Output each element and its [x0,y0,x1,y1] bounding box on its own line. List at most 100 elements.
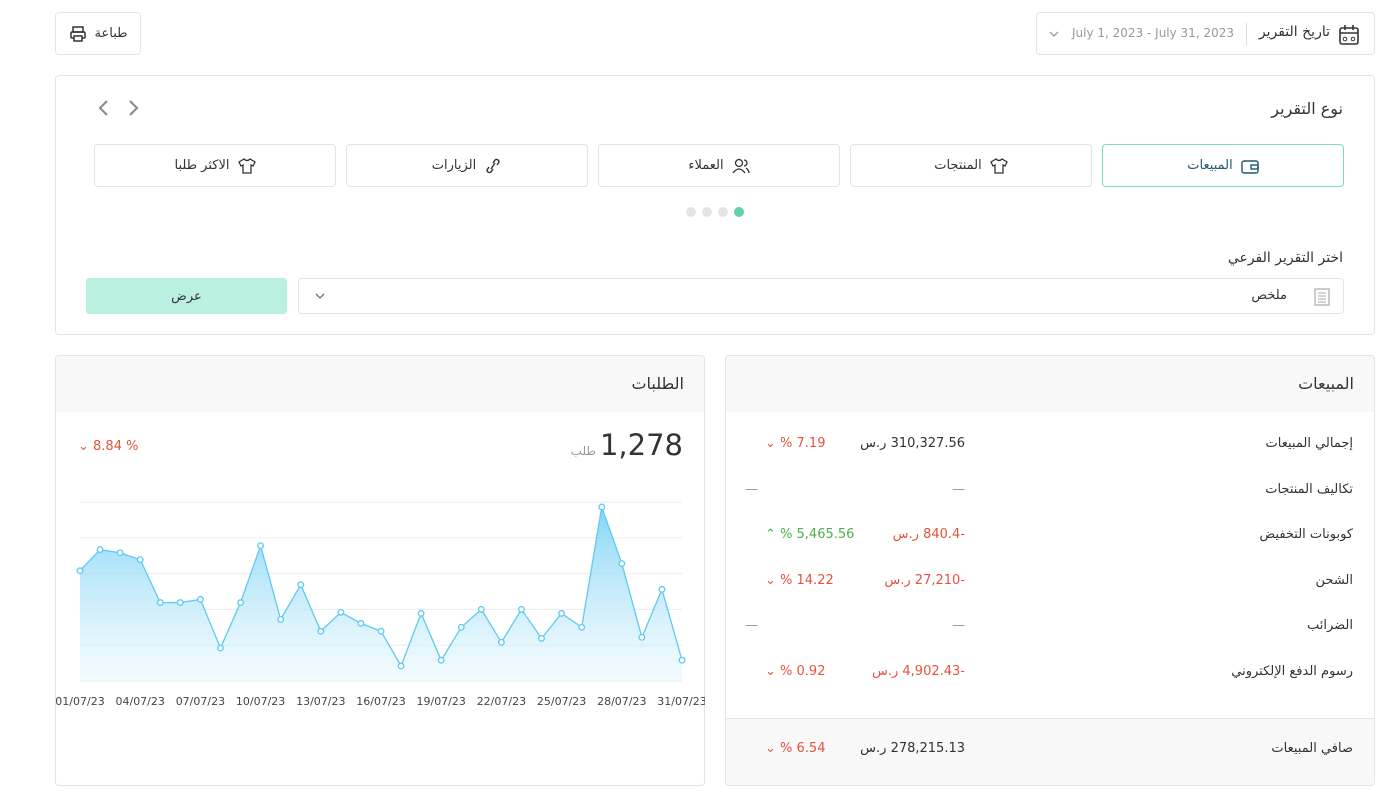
total-row-bg [726,718,1374,785]
tab[interactable]: العملاء [598,144,840,187]
change-text: 5,465.56 % [780,527,855,542]
point [317,627,325,635]
change-text: 14.22 % [780,573,834,588]
x-tick-label: 31/07/23 [657,695,705,708]
point [658,585,666,593]
print-icon [69,25,86,42]
point [96,546,104,554]
calendar-icon [1339,25,1359,45]
point [618,560,626,568]
tab-label: المبيعات [1187,158,1233,173]
orders-change: ⌄ 8.84 % [78,439,139,454]
report-type-title: نوع التقرير [1271,99,1343,118]
x-tick-label: 25/07/23 [537,695,586,708]
orders-chart: 01/07/23 04/07/23 07/07/23 10/07/23 13/07/23… [55,501,705,708]
point [297,581,305,589]
sales-row: تكاليف المنتجات — — [725,476,1374,506]
row-value: -27,210 ر.س [884,573,965,588]
row-change: 0.92 % ⌄ [765,664,826,679]
sales-row: الشحن -27,210 ر.س 14.22 % ⌄ [725,567,1374,597]
sub-report-select[interactable]: ملخص [298,278,1344,314]
orders-total-value: 1,278 [599,428,683,462]
point [598,503,606,511]
point [457,623,465,631]
sales-title: المبيعات [1298,374,1354,393]
sub-report-label: اختر التقرير الفرعي [1227,250,1343,266]
date-label: تاريخ التقرير [1258,24,1330,40]
view-button[interactable]: عرض [86,278,287,314]
sales-row: رسوم الدفع الإلكتروني -4,902.43 ر.س 0.92 %… [725,658,1374,688]
point [477,605,485,613]
point [176,599,184,607]
point [257,542,265,550]
orders-title: الطلبات [631,374,684,393]
divider [1246,23,1247,45]
point [116,549,124,557]
x-tick-label: 16/07/23 [356,695,405,708]
point [76,567,84,575]
card-header [56,356,704,412]
orders-unit: طلب [570,444,596,458]
print-button[interactable]: طباعة [55,12,141,55]
tab-label: الاكثر طلبا [174,158,230,173]
change-text: 6.54 % [780,741,826,756]
row-value: — [952,482,965,497]
carousel-arrows[interactable] [95,98,145,118]
date-picker[interactable]: تاريخ التقرير July 1, 2023 - July 31, 20… [1036,12,1375,55]
tab[interactable]: المنتجات [850,144,1092,187]
point [518,605,525,613]
row-value: — [952,618,965,633]
change-text: 8.84 % [93,439,139,454]
sales-row: كوبونات التخفيض -840.4 ر.س 5,465.56 % ⌃ [725,521,1374,551]
tab-label: العملاء [688,158,724,173]
tab-label: المنتجات [934,158,982,173]
x-tick-label: 19/07/23 [416,695,465,708]
row-label: صافي المبيعات [1271,741,1353,756]
point [678,656,686,664]
change-text: 0.92 % [780,664,826,679]
row-change: — [745,618,758,633]
point [277,615,285,623]
row-label: الشحن [1315,573,1353,588]
point [558,609,566,617]
row-label: رسوم الدفع الإلكتروني [1231,664,1353,679]
row-value: -4,902.43 ر.س [871,664,965,679]
sub-report-value: ملخص [1251,288,1287,303]
carousel-dots[interactable] [684,206,776,218]
point [497,638,505,646]
point [397,662,405,670]
tab-label: الزيارات [431,158,477,173]
point [377,627,385,635]
row-change: 7.19 % ⌄ [765,436,826,451]
x-tick-label: 13/07/23 [296,695,345,708]
sales-row: إجمالي المبيعات 310,327.56 ر.س 7.19 % ⌄ [725,430,1374,460]
point [417,609,425,617]
row-change: 14.22 % ⌄ [765,573,834,588]
row-value: -840.4 ر.س [892,527,965,542]
wallet-icon [1241,159,1259,174]
sales-card [725,355,1375,786]
point [538,634,545,642]
tab[interactable]: الاكثر طلبا [94,144,336,187]
x-tick-label: 04/07/23 [115,695,164,708]
point [357,619,365,627]
link-icon [486,158,500,173]
point [638,633,646,641]
tab[interactable]: المبيعات [1102,144,1344,187]
point [337,608,345,616]
row-value: 310,327.56 ر.س [860,436,965,451]
orders-total: 1,278 طلب [571,428,683,462]
x-tick-label: 07/07/23 [176,695,225,708]
point [136,556,144,564]
point [156,599,164,607]
point [217,644,224,652]
row-label: الضرائب [1306,618,1353,633]
print-label: طباعة [94,26,128,41]
tab[interactable]: الزيارات [346,144,588,187]
row-change: — [745,482,758,497]
x-tick-label: 22/07/23 [477,695,526,708]
point [578,623,586,631]
sales-total-row: صافي المبيعات 278,215.13 ر.س 6.54 % ⌄ [725,735,1374,765]
point [237,599,244,607]
